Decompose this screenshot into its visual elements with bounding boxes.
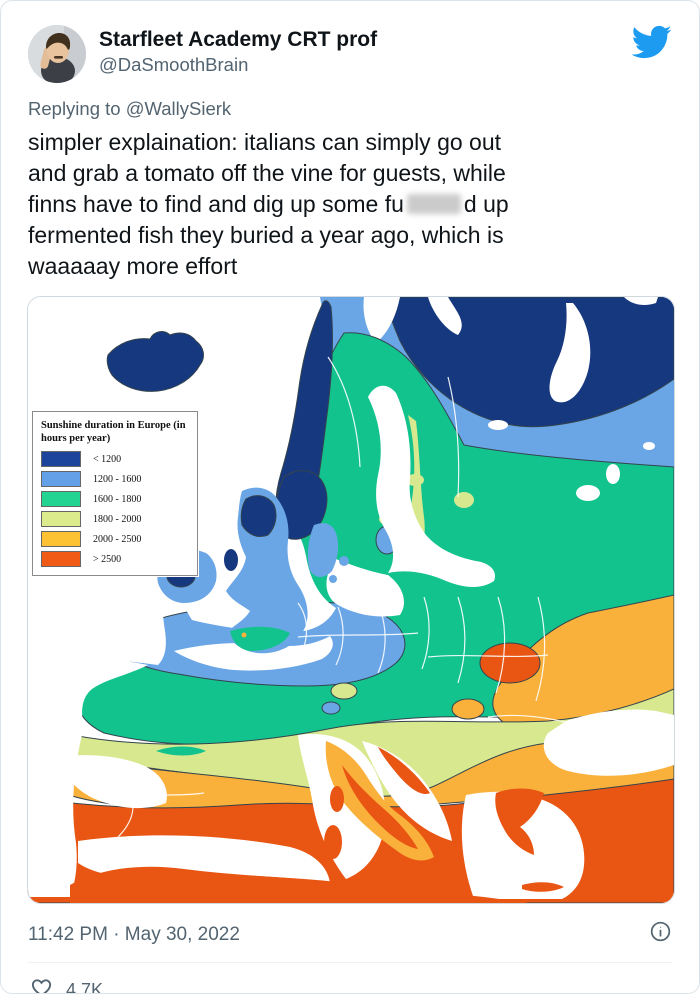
censored-word-blur (406, 194, 461, 214)
timestamp[interactable]: 11:42 PM · May 30, 2022 (28, 923, 240, 945)
like-count: 4.7K (66, 979, 104, 994)
legend-row: > 2500 (41, 551, 191, 567)
legend-swatch (41, 511, 81, 527)
like-button[interactable]: 4.7K (30, 976, 672, 994)
avatar-photo (28, 25, 86, 83)
twitter-bird-icon[interactable] (630, 21, 672, 68)
tweet-text-part1: simpler explaination: italians can simpl… (28, 129, 506, 217)
replying-to-line: Replying to @WallySierk (28, 98, 672, 120)
author-handle[interactable]: @DaSmoothBrain (99, 54, 249, 75)
legend-swatch (41, 451, 81, 467)
legend-swatch (41, 491, 81, 507)
legend-swatch (41, 471, 81, 487)
tweet-meta-row: 11:42 PM · May 30, 2022 (28, 920, 672, 949)
avatar[interactable] (28, 25, 86, 83)
info-icon[interactable] (649, 920, 672, 949)
sunshine-map-image (28, 297, 674, 903)
legend-row: < 1200 (41, 451, 191, 467)
legend-row: 2000 - 2500 (41, 531, 191, 547)
map-legend: Sunshine duration in Europe (in hours pe… (32, 411, 198, 576)
legend-row: 1200 - 1600 (41, 471, 191, 487)
legend-swatch (41, 551, 81, 567)
tweet-text: simpler explaination: italians can simpl… (28, 127, 676, 282)
divider (28, 962, 672, 963)
map-legend-title: Sunshine duration in Europe (in hours pe… (41, 420, 186, 444)
replying-prefix: Replying to (28, 98, 126, 119)
author-name[interactable]: Starfleet Academy CRT prof (99, 28, 378, 51)
legend-swatch (41, 531, 81, 547)
legend-row: 1600 - 1800 (41, 491, 191, 507)
tweet-text-part2: d up fermented fish they buried a year a… (28, 191, 509, 279)
legend-row: 1800 - 2000 (41, 511, 191, 527)
tweet-header: Starfleet Academy CRT prof @DaSmoothBrai… (28, 25, 672, 83)
tweet-media-map[interactable]: Sunshine duration in Europe (in hours pe… (27, 296, 675, 904)
replying-mention[interactable]: @WallySierk (125, 98, 232, 119)
heart-outline-icon[interactable] (30, 976, 53, 993)
author-block: Starfleet Academy CRT prof @DaSmoothBrai… (99, 25, 377, 77)
